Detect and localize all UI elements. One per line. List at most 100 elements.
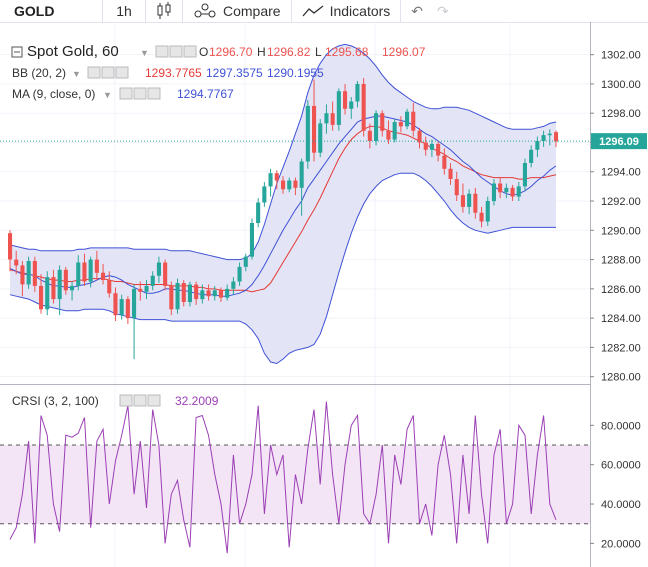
- candle: [429, 139, 434, 158]
- series-actions-icon[interactable]: [155, 45, 197, 58]
- candle: [194, 281, 199, 305]
- candle: [14, 250, 19, 275]
- candle: [386, 120, 391, 144]
- price-tick-label: 1286.00: [601, 284, 641, 296]
- ohlc-c-value: 1296.07: [382, 45, 426, 59]
- candle: [281, 176, 286, 194]
- candle: [299, 158, 304, 216]
- undo-redo-group: ↶ ↷: [401, 0, 458, 22]
- ma-menu-icon[interactable]: ▼: [103, 90, 112, 100]
- candle: [293, 177, 298, 196]
- candle: [125, 296, 130, 324]
- redo-icon[interactable]: ↷: [437, 2, 449, 19]
- collapse-icon[interactable]: [11, 46, 23, 58]
- bb-menu-icon[interactable]: ▼: [72, 69, 81, 79]
- candle: [554, 130, 559, 148]
- bb-basis-value: 1293.7765: [145, 66, 202, 80]
- series-menu-icon[interactable]: ▼: [140, 48, 149, 58]
- candle: [287, 177, 292, 193]
- bb-lower-value: 1290.1955: [267, 66, 324, 80]
- candle: [163, 259, 168, 291]
- candle: [516, 181, 521, 202]
- candle: [330, 101, 335, 131]
- candle: [39, 274, 44, 314]
- candle: [156, 256, 161, 283]
- chart-canvas[interactable]: 1302.001300.001298.001296.001294.001292.…: [0, 22, 648, 567]
- candle: [305, 100, 310, 169]
- candle: [94, 250, 99, 281]
- candle: [392, 119, 397, 143]
- crsi-axis[interactable]: 80.0000 60.0000 40.0000 20.0000: [590, 420, 641, 550]
- price-tick-label: 1284.00: [601, 313, 641, 325]
- candle: [367, 123, 372, 149]
- candle: [448, 162, 453, 185]
- candle: [256, 198, 261, 228]
- candle: [460, 183, 465, 213]
- indicators-button[interactable]: Indicators: [292, 0, 402, 22]
- candle: [374, 110, 379, 146]
- symbol-search[interactable]: GOLD: [0, 0, 103, 22]
- compare-button[interactable]: Compare: [183, 0, 292, 22]
- candle: [442, 148, 447, 175]
- candle: [436, 141, 441, 162]
- candle: [8, 230, 13, 272]
- candle: [57, 265, 62, 316]
- crsi-tick-label: 80.0000: [601, 420, 641, 432]
- ma-actions-icon[interactable]: [119, 87, 161, 100]
- candle: [231, 277, 236, 295]
- crsi-line: [9, 401, 557, 554]
- symbol-label: GOLD: [14, 3, 55, 19]
- candle: [423, 136, 428, 156]
- crsi-label: CRSI (3, 2, 100): [12, 394, 99, 408]
- candle: [144, 280, 149, 300]
- candle: [51, 269, 56, 304]
- candle: [274, 170, 279, 190]
- candle: [349, 97, 354, 120]
- ma-label: MA (9, close, 0): [12, 87, 95, 101]
- price-tick-label: 1290.00: [601, 225, 641, 237]
- candle: [70, 281, 75, 301]
- bollinger-upper-line: [9, 43, 557, 261]
- candle: [249, 218, 254, 260]
- crsi-tick-label: 60.0000: [601, 460, 641, 472]
- ohlc-l-label: L: [315, 45, 322, 59]
- candle: [212, 285, 217, 301]
- candle: [454, 171, 459, 202]
- top-toolbar: GOLD 1h Compare Indicators ↶ ↷: [0, 0, 648, 23]
- candle: [547, 129, 552, 146]
- candle: [522, 158, 527, 191]
- candle: [181, 280, 186, 307]
- bollinger-lower-line: [9, 172, 556, 365]
- candle: [88, 256, 93, 288]
- crsi-tick-label: 40.0000: [601, 499, 641, 511]
- undo-icon[interactable]: ↶: [411, 2, 424, 19]
- candle: [20, 261, 25, 297]
- candle: [498, 177, 503, 199]
- price-axis[interactable]: 1302.001300.001298.001296.001294.001292.…: [590, 50, 641, 384]
- bar-style-button[interactable]: [146, 0, 183, 22]
- candle: [535, 136, 540, 158]
- candle: [45, 271, 50, 316]
- series-title: Spot Gold, 60: [27, 43, 119, 60]
- candle: [529, 145, 534, 168]
- legend-main: Spot Gold, 60 ▼ O 1296.70 H 1296.82 L 12…: [11, 43, 426, 101]
- candle: [138, 281, 143, 301]
- candle: [150, 271, 155, 291]
- indicators-label: Indicators: [329, 3, 391, 19]
- candle: [336, 88, 341, 131]
- candle: [398, 116, 403, 133]
- compare-icon: [194, 3, 216, 18]
- interval-label: 1h: [116, 3, 132, 19]
- last-price-tag: 1296.09: [591, 133, 647, 150]
- candle: [473, 187, 478, 219]
- candle: [225, 284, 230, 301]
- candle: [187, 281, 192, 307]
- candle: [467, 189, 472, 215]
- candle: [169, 281, 174, 316]
- candle: [343, 83, 348, 115]
- candle: [318, 119, 323, 158]
- bb-actions-icon[interactable]: [87, 66, 129, 79]
- crsi-actions-icon[interactable]: [119, 394, 161, 407]
- price-tick-label: 1302.00: [601, 50, 641, 62]
- interval-button[interactable]: 1h: [103, 0, 146, 22]
